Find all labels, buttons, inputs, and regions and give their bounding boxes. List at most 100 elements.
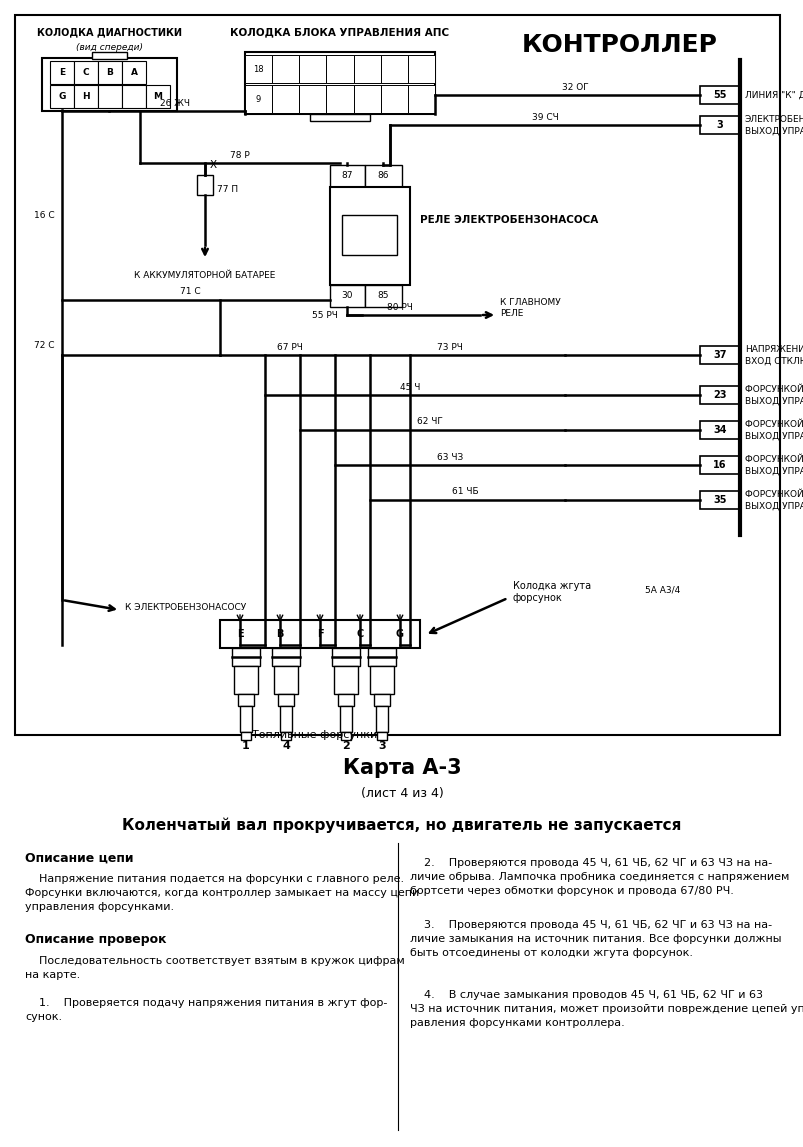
Bar [381,55,407,83]
Text: 5А А3/4: 5А А3/4 [644,585,679,594]
Bar [299,55,326,83]
Bar [122,85,146,108]
Text: 4.    В случае замыкания проводов 45 Ч, 61 ЧБ, 62 ЧГ и 63: 4. В случае замыкания проводов 45 Ч, 61 … [410,990,762,1000]
Text: Напряжение питания подается на форсунки с главного реле.: Напряжение питания подается на форсунки … [25,874,404,884]
Text: ВЫХОД УПРАВЛЕНИЯ: ВЫХОД УПРАВЛЕНИЯ [744,397,803,406]
Text: 26 ЖЧ: 26 ЖЧ [160,99,190,108]
Text: К ГЛАВНОМУ
РЕЛЕ: К ГЛАВНОМУ РЕЛЕ [499,298,560,318]
Text: ВХОД ОТКЛЮЧАЕМОГО: ВХОД ОТКЛЮЧАЕМОГО [744,357,803,366]
Text: Описание проверок: Описание проверок [25,934,166,946]
Bar [299,85,326,114]
Text: 45 Ч: 45 Ч [399,382,420,391]
Bar [220,621,419,648]
Text: 77 П: 77 П [217,186,238,195]
Bar [376,707,388,732]
Text: КОНТРОЛЛЕР: КОНТРОЛЛЕР [521,33,717,57]
Text: 23: 23 [712,390,726,400]
Text: 9: 9 [255,94,261,103]
Text: E: E [59,68,65,77]
Bar [279,707,291,732]
Text: управления форсунками.: управления форсунками. [25,902,174,912]
Bar [369,666,393,694]
Text: 37: 37 [712,350,726,360]
Text: C: C [356,629,363,639]
Bar [50,85,74,108]
Text: К АККУМУЛЯТОРНОЙ БАТАРЕЕ: К АККУМУЛЯТОРНОЙ БАТАРЕЕ [134,271,275,280]
Text: ВЫХОД УПРАВЛЕНИЯ: ВЫХОД УПРАВЛЕНИЯ [744,431,803,440]
Bar [197,175,213,195]
Bar [407,55,434,83]
Text: 3: 3 [715,120,723,130]
Bar [326,55,353,83]
Bar [15,15,779,735]
Text: M: M [153,92,162,101]
Text: 55 РЧ: 55 РЧ [312,311,337,320]
Bar [234,666,258,694]
Text: 2: 2 [342,741,349,751]
Text: 71 С: 71 С [179,288,200,297]
Bar [74,61,98,84]
Text: КОЛОДКА БЛОКА УПРАВЛЕНИЯ АПС: КОЛОДКА БЛОКА УПРАВЛЕНИЯ АПС [230,28,449,37]
Bar [98,85,122,108]
Text: B: B [107,68,113,77]
Text: ФОРСУНКОЙ 4-го ЦИЛИНДРА: ФОРСУНКОЙ 4-го ЦИЛИНДРА [744,419,803,429]
Text: ВЫХОД УПРАВЛЕНИЯ: ВЫХОД УПРАВЛЕНИЯ [744,467,803,476]
Text: сунок.: сунок. [25,1012,62,1022]
Bar [274,666,298,694]
Text: 85: 85 [377,291,389,301]
Bar [340,707,352,732]
Text: E: E [236,629,243,639]
Bar [240,707,251,732]
Text: H: H [82,92,90,101]
Bar [98,61,122,84]
Text: 16 С: 16 С [35,211,55,219]
Bar [329,165,365,187]
Text: ВЫХОД УПРАВЛЕНИЯ: ВЫХОД УПРАВЛЕНИЯ [744,501,803,510]
Text: личие обрыва. Лампочка пробника соединяется с напряжением: личие обрыва. Лампочка пробника соединяе… [410,872,789,882]
Text: 1.    Проверяется подачу напряжения питания в жгут фор-: 1. Проверяется подачу напряжения питания… [25,998,387,1008]
Text: 61 ЧБ: 61 ЧБ [451,487,478,497]
Text: на карте.: на карте. [25,970,80,980]
Bar [329,284,365,307]
Text: A: A [130,68,137,77]
Bar [245,85,271,114]
Text: ЛИНИЯ "К" ДИАГНОСТИКИ: ЛИНИЯ "К" ДИАГНОСТИКИ [744,91,803,100]
Text: ФОРСУНКОЙ 1-го ЦИЛИНДРА: ФОРСУНКОЙ 1-го ЦИЛИНДРА [744,384,803,393]
Bar [373,694,389,707]
Text: Х: Х [210,159,217,170]
Text: B: B [276,629,283,639]
Bar [699,116,739,134]
Text: равления форсунками контроллера.: равления форсунками контроллера. [410,1019,624,1028]
Text: Коленчатый вал прокручивается, но двигатель не запускается: Коленчатый вал прокручивается, но двигат… [122,818,681,833]
Bar [146,85,169,108]
Text: 87: 87 [340,172,353,180]
Bar [340,732,351,740]
Text: 78 Р: 78 Р [230,150,250,159]
Bar [699,86,739,104]
Text: быть отсоединены от колодки жгута форсунок.: быть отсоединены от колодки жгута форсун… [410,949,692,958]
Text: 3: 3 [377,741,385,751]
Text: G: G [59,92,66,101]
Bar [232,648,259,666]
Bar [381,85,407,114]
Bar [365,165,402,187]
Bar [310,114,369,120]
Bar [278,694,294,707]
Bar [377,732,386,740]
Text: 67 РЧ: 67 РЧ [277,343,303,351]
Text: личие замыкания на источник питания. Все форсунки должны: личие замыкания на источник питания. Все… [410,934,781,944]
Bar [699,491,739,509]
Text: 62 ЧГ: 62 ЧГ [417,418,442,427]
Text: 39 СЧ: 39 СЧ [531,112,557,122]
Text: 73 РЧ: 73 РЧ [437,343,463,351]
Bar [329,187,410,284]
Bar [353,55,381,83]
Bar [699,421,739,439]
Bar [332,648,360,666]
Text: F: F [316,629,323,639]
Text: ЧЗ на источник питания, может произойти повреждение цепей уп-: ЧЗ на источник питания, может произойти … [410,1004,803,1014]
Text: Последовательность соответствует взятым в кружок цифрам: Последовательность соответствует взятым … [25,955,404,966]
Text: 32 ОГ: 32 ОГ [561,83,588,92]
Bar [368,648,396,666]
Bar [245,55,271,83]
